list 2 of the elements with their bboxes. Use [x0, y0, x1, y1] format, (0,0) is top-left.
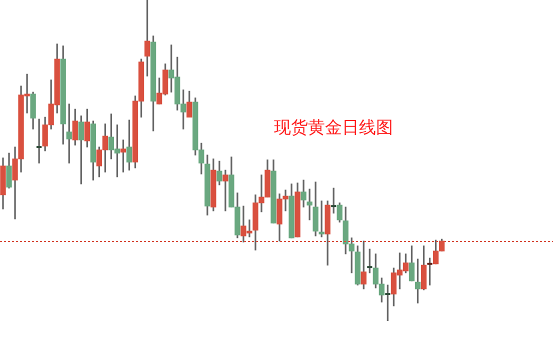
- candlestick: [306, 188, 312, 220]
- text: 现货黄金日线图: [274, 117, 393, 139]
